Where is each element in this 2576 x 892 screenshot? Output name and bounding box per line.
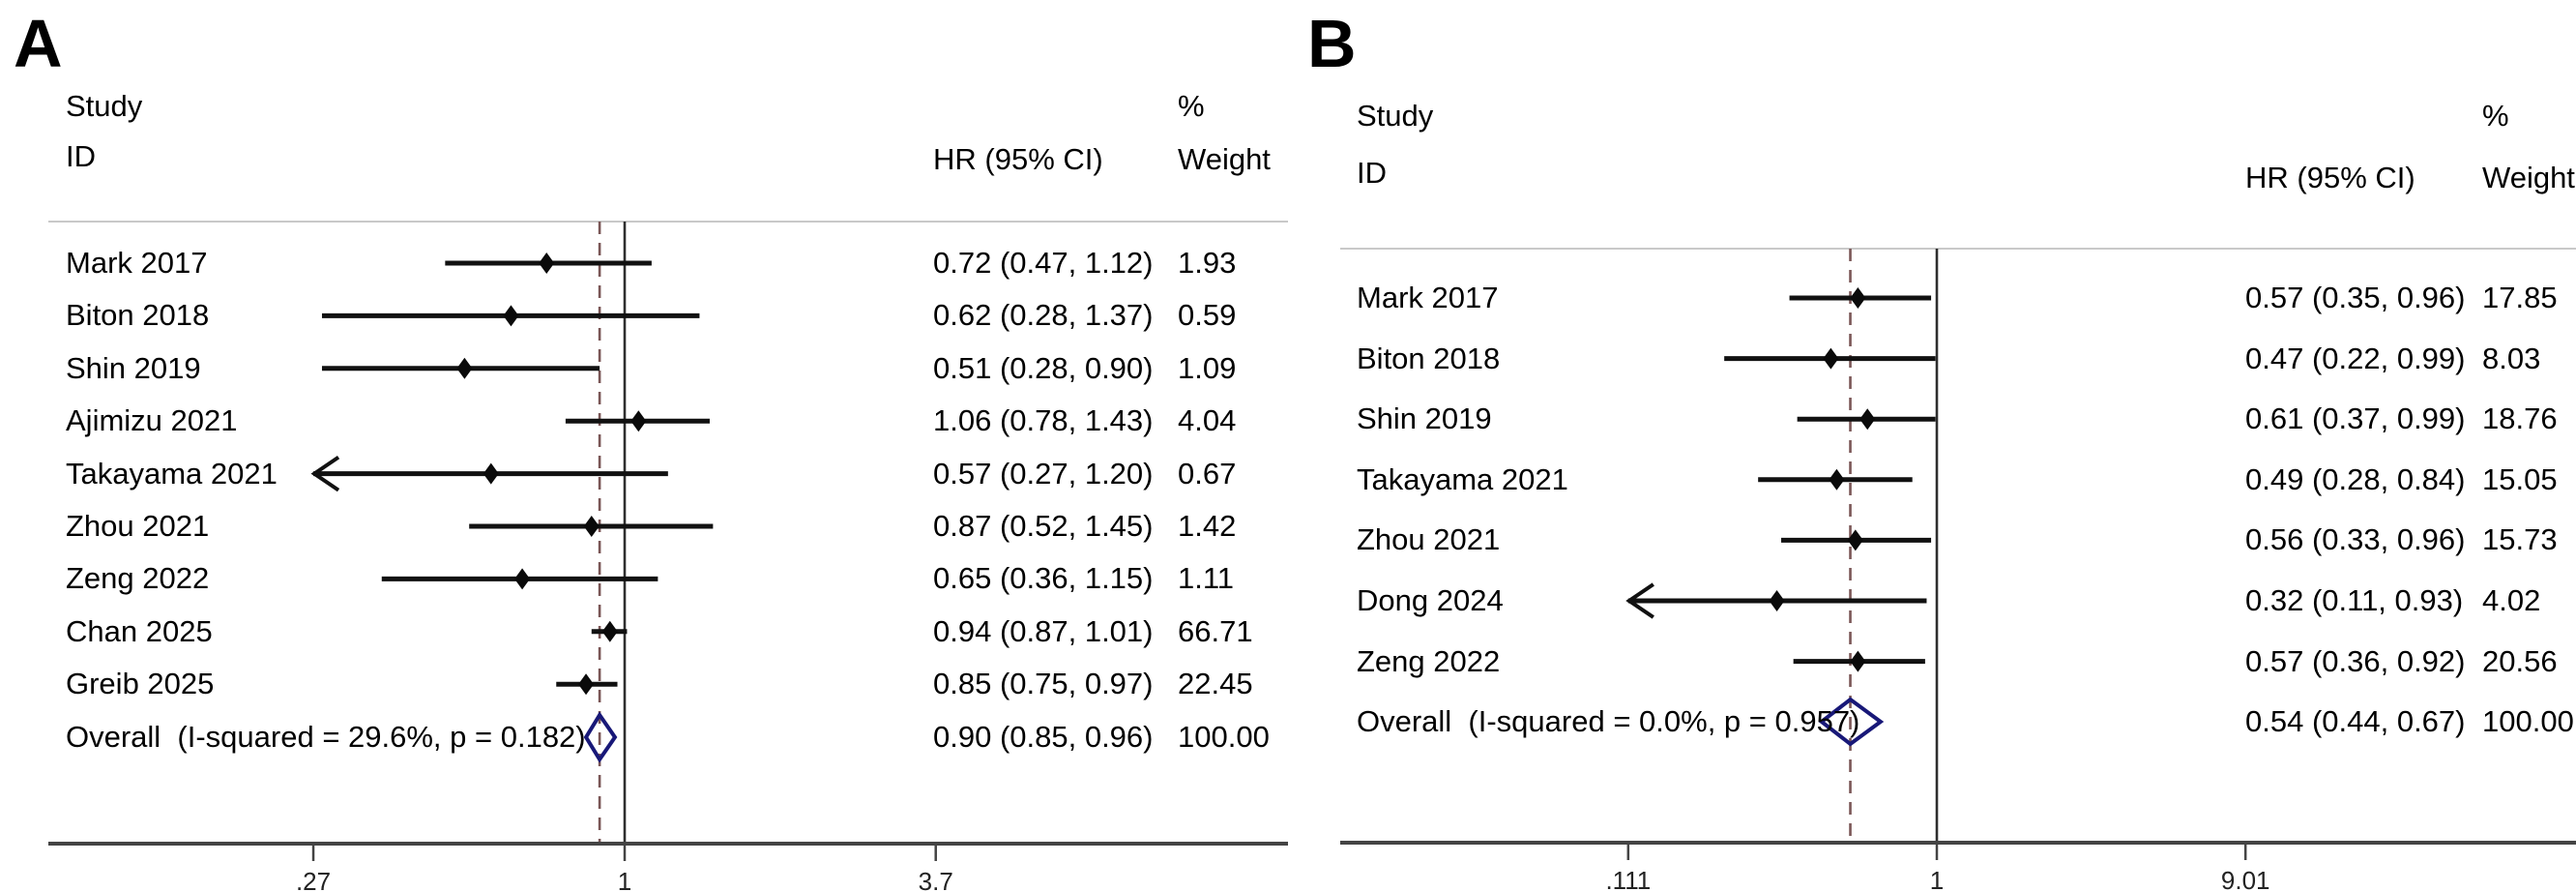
weight-value: 15.73 [2482, 522, 2558, 557]
study-id-label: Biton 2018 [66, 298, 210, 333]
weight-value: 0.67 [1178, 456, 1237, 491]
overall-hr-ci-value: 0.54 (0.44, 0.67) [2245, 704, 2466, 739]
weight-value: 1.42 [1178, 509, 1237, 544]
hr-ci-value: 1.06 (0.78, 1.43) [933, 403, 1154, 438]
hr-ci-value: 0.87 (0.52, 1.45) [933, 509, 1154, 544]
hr-ci-value: 0.57 (0.35, 0.96) [2245, 281, 2466, 315]
point-estimate-marker [1829, 468, 1845, 491]
hr-ci-value: 0.94 (0.87, 1.01) [933, 613, 1154, 648]
column-header-hr-ci: HR (95% CI) [933, 142, 1103, 177]
hr-ci-value: 0.61 (0.37, 0.99) [2245, 401, 2466, 436]
point-estimate-marker [539, 253, 555, 274]
weight-value: 22.45 [1178, 667, 1253, 701]
study-id-label: Zeng 2022 [66, 561, 210, 596]
study-id-label: Takayama 2021 [66, 456, 278, 491]
hr-ci-value: 0.85 (0.75, 0.97) [933, 667, 1154, 701]
study-id-label: Zhou 2021 [66, 509, 210, 544]
column-header-percent: % [1178, 89, 1205, 124]
point-estimate-marker [514, 568, 531, 590]
hr-ci-value: 0.49 (0.28, 0.84) [2245, 461, 2466, 496]
point-estimate-marker [456, 357, 473, 379]
point-estimate-marker [578, 673, 595, 696]
overall-weight-value: 100.00 [1178, 720, 1270, 755]
hr-ci-value: 0.62 (0.28, 1.37) [933, 298, 1154, 333]
study-id-label: Ajimizu 2021 [66, 403, 238, 438]
study-id-label: Chan 2025 [66, 613, 213, 648]
column-header-study: Study [66, 89, 143, 124]
point-estimate-marker [1847, 529, 1863, 551]
hr-ci-value: 0.72 (0.47, 1.12) [933, 246, 1154, 281]
study-id-label: Mark 2017 [1357, 281, 1499, 315]
point-estimate-marker [601, 620, 618, 642]
study-id-label: Biton 2018 [1357, 341, 1501, 375]
overall-diamond [1818, 697, 1885, 747]
study-id-label: Shin 2019 [1357, 401, 1492, 436]
column-header-hr-ci: HR (95% CI) [2245, 161, 2415, 195]
column-header-weight: Weight [2482, 161, 2575, 195]
hr-ci-value: 0.32 (0.11, 0.93) [2245, 583, 2464, 618]
point-estimate-marker [1859, 408, 1876, 431]
weight-value: 4.02 [2482, 583, 2541, 618]
hr-ci-value: 0.65 (0.36, 1.15) [933, 561, 1154, 596]
study-id-label: Dong 2024 [1357, 583, 1504, 618]
weight-value: 18.76 [2482, 401, 2558, 436]
panel-a: A Study ID % HR (95% CI) Weight .27 1 3.7 … [14, 6, 1288, 892]
hr-ci-value: 0.57 (0.36, 0.92) [2245, 643, 2466, 678]
column-header-id: ID [1357, 156, 1387, 191]
overall-hr-ci-value: 0.90 (0.85, 0.96) [933, 720, 1154, 755]
overall-diamond [583, 711, 618, 763]
panel-a-label: A [14, 6, 63, 81]
axis-tick-label: 1 [1930, 866, 1944, 892]
point-estimate-marker [1769, 590, 1785, 611]
axis-tick-label: .111 [1605, 866, 1651, 892]
point-estimate-marker [630, 410, 647, 432]
weight-value: 1.09 [1178, 350, 1237, 385]
point-estimate-marker [503, 305, 519, 327]
column-header-study: Study [1357, 99, 1434, 134]
point-estimate-marker [1823, 347, 1839, 370]
study-id-label: Mark 2017 [66, 246, 208, 281]
hr-ci-value: 0.51 (0.28, 0.90) [933, 350, 1154, 385]
point-estimate-marker [483, 462, 499, 485]
hr-ci-value: 0.47 (0.22, 0.99) [2245, 341, 2466, 375]
weight-value: 4.04 [1178, 403, 1237, 438]
axis-tick-label: .27 [296, 867, 331, 892]
axis-tick-label: 9.01 [2221, 866, 2270, 892]
column-header-percent: % [2482, 99, 2509, 134]
panel-b: B Study ID % HR (95% CI) Weight .111 1 9.0… [1286, 0, 2576, 892]
overall-label: Overall (I-squared = 29.6%, p = 0.182) [66, 720, 586, 755]
weight-value: 17.85 [2482, 281, 2558, 315]
overall-label: Overall (I-squared = 0.0%, p = 0.957) [1357, 704, 1860, 739]
study-id-label: Takayama 2021 [1357, 461, 1568, 496]
study-id-label: Zhou 2021 [1357, 522, 1501, 557]
point-estimate-marker [1850, 287, 1866, 309]
point-estimate-marker [583, 516, 600, 537]
overall-weight-value: 100.00 [2482, 704, 2574, 739]
column-header-id: ID [66, 139, 96, 174]
hr-ci-value: 0.56 (0.33, 0.96) [2245, 522, 2466, 557]
study-id-label: Greib 2025 [66, 667, 215, 701]
weight-value: 1.11 [1178, 561, 1235, 596]
forest-plot-canvas: .111 1 9.01 [1340, 248, 2576, 892]
study-id-label: Shin 2019 [66, 350, 201, 385]
weight-value: 20.56 [2482, 643, 2558, 678]
axis-tick-label: 1 [618, 867, 631, 892]
weight-value: 0.59 [1178, 298, 1237, 333]
study-id-label: Zeng 2022 [1357, 643, 1501, 678]
hr-ci-value: 0.57 (0.27, 1.20) [933, 456, 1154, 491]
axis-tick-label: 3.7 [919, 867, 953, 892]
weight-value: 15.05 [2482, 461, 2558, 496]
weight-value: 8.03 [2482, 341, 2541, 375]
panel-b-label: B [1307, 6, 1357, 81]
weight-value: 66.71 [1178, 613, 1253, 648]
column-header-weight: Weight [1178, 142, 1271, 177]
forest-plot-canvas: .27 1 3.7 [48, 221, 1288, 892]
weight-value: 1.93 [1178, 246, 1237, 281]
point-estimate-marker [1850, 650, 1866, 672]
